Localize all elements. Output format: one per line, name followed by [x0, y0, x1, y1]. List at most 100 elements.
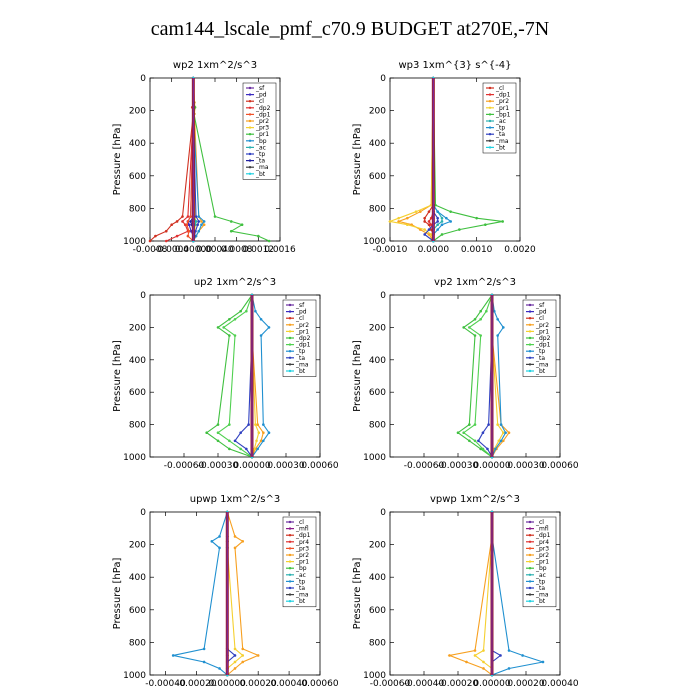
legend-marker	[288, 560, 292, 563]
series-point	[228, 334, 231, 337]
legend-entry: _tp	[255, 151, 265, 158]
series-point	[181, 220, 184, 223]
legend-marker	[488, 100, 492, 103]
x-tick-label: -0.00040	[145, 679, 186, 689]
series-point	[448, 654, 451, 657]
series-point	[502, 439, 505, 443]
x-tick-label: 0.0008	[221, 245, 253, 255]
legend-marker	[488, 106, 492, 110]
legend-marker	[528, 540, 532, 543]
y-tick-label: 200	[369, 323, 386, 333]
legend-entry: _ta	[535, 355, 545, 362]
legend-entry: _pr2	[495, 98, 509, 105]
legend-marker	[488, 93, 492, 96]
legend-marker	[288, 593, 292, 596]
series-point	[427, 210, 431, 213]
series-point	[434, 203, 437, 207]
x-tick-label: 0.00020	[507, 679, 544, 689]
series-point	[429, 203, 433, 207]
series-point	[241, 654, 245, 657]
legend-marker	[528, 310, 532, 313]
series-line-dp1	[462, 294, 493, 458]
legend-marker	[248, 133, 252, 136]
legend-marker	[288, 600, 292, 603]
series-point	[507, 649, 511, 652]
series-point	[456, 431, 460, 435]
x-tick-label: 0.0000	[418, 245, 450, 255]
legend-marker	[288, 356, 292, 359]
chart-title: vpwp 1xm^2/s^3	[430, 494, 520, 505]
legend-marker	[288, 520, 292, 524]
series-point	[423, 220, 426, 223]
y-tick-label: 400	[369, 356, 386, 366]
legend-marker	[288, 547, 292, 550]
y-tick-label: 400	[369, 573, 386, 583]
series-point	[259, 318, 263, 321]
x-tick-label: 0.0012	[243, 245, 275, 255]
x-tick-label: -0.00060	[164, 461, 205, 471]
y-tick-label: 1000	[363, 671, 386, 681]
series-point	[473, 318, 477, 321]
legend-entry: _ac	[255, 144, 266, 151]
series-point	[154, 234, 157, 238]
series-point	[252, 447, 256, 451]
legend-marker	[528, 593, 532, 596]
series-point	[484, 223, 487, 226]
legend-entry: _cl	[535, 315, 544, 322]
series-point	[388, 220, 392, 223]
y-tick-label: 800	[129, 638, 146, 648]
y-axis-label: Pressure [hPa]	[352, 124, 363, 196]
series-point	[189, 220, 192, 223]
legend-marker	[488, 119, 492, 123]
y-tick-label: 800	[129, 204, 146, 214]
y-tick-label: 1000	[123, 237, 146, 247]
legend-marker	[288, 363, 292, 366]
plot-frame	[389, 77, 521, 242]
legend-entry: _ma	[295, 592, 309, 599]
series-point	[216, 431, 220, 435]
series-point	[468, 423, 471, 426]
series-line-ta	[234, 295, 253, 458]
legend-entry: _tp	[495, 125, 505, 132]
series-point	[240, 223, 244, 226]
series-point	[406, 223, 409, 226]
series-point	[423, 233, 426, 236]
series-point	[458, 228, 461, 231]
series-point	[239, 309, 242, 313]
series-point	[479, 318, 482, 321]
series-point	[423, 228, 426, 231]
series-point	[186, 215, 190, 218]
series-point	[233, 439, 237, 443]
legend-entry: _ta	[495, 131, 505, 138]
x-tick-label: 0.00060	[541, 461, 578, 471]
y-tick-label: 400	[129, 356, 146, 366]
y-tick-label: 400	[369, 139, 386, 149]
series-point	[233, 334, 237, 337]
legend: _sf_pd_cl_pr2_pr1_dp2_dp1_tp_ta_ma_bt	[522, 299, 557, 377]
series-point	[233, 660, 237, 664]
legend-entry: _pr2	[295, 552, 309, 559]
series-point	[216, 439, 220, 443]
series-point	[462, 431, 465, 435]
x-tick-label: 0.00000	[473, 461, 510, 471]
legend-entry: _pr1	[255, 131, 269, 138]
y-axis-label: Pressure [hPa]	[352, 558, 363, 630]
series-point	[482, 660, 485, 664]
y-tick-label: 1000	[123, 671, 146, 681]
series-point	[440, 233, 444, 236]
series-point	[241, 647, 245, 651]
series-point	[482, 667, 485, 670]
series-point	[436, 210, 439, 213]
series-point	[229, 229, 233, 233]
legend-marker	[288, 553, 292, 557]
plot-frame	[389, 511, 561, 676]
series-point	[494, 447, 497, 451]
y-tick-label: 600	[129, 606, 146, 616]
series-line-tp	[491, 294, 507, 458]
legend-entry: _pr1	[495, 105, 509, 112]
chart-panel-5: upwp 1xm^2/s^3 Pressure [hPa] 0 200 400 600 80…	[112, 494, 339, 689]
chart-panel-4: vp2 1xm^2/s^3 Pressure [hPa] 0 200 400 600 800…	[352, 277, 579, 471]
legend-marker	[528, 356, 532, 359]
series-point	[436, 220, 439, 223]
series-point	[496, 334, 499, 337]
